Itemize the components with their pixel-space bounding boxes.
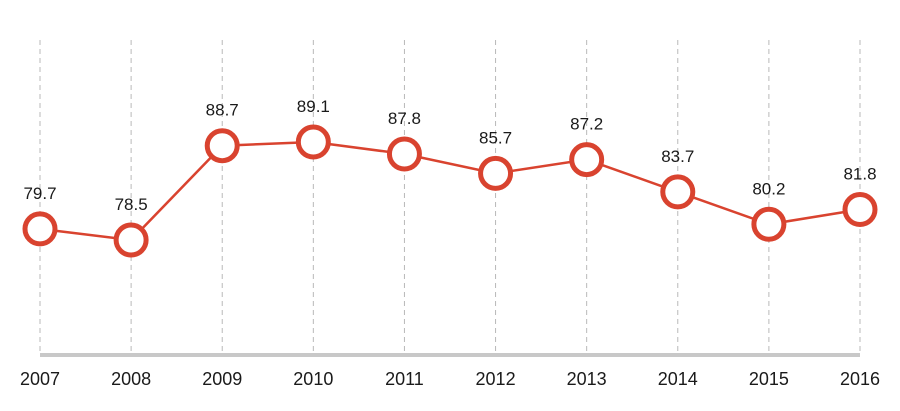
- data-point-2007: [22, 211, 58, 247]
- data-label-2014: 83.7: [661, 147, 694, 166]
- data-point-2008: [113, 222, 149, 258]
- x-tick-label-2015: 2015: [749, 369, 789, 389]
- data-label-2011: 87.8: [388, 109, 421, 128]
- x-tick-label-2011: 2011: [385, 369, 424, 389]
- x-axis-tick-labels: 2007 2008 2009 2010 2011 2012 2013 2014 2015 2016: [20, 369, 880, 389]
- data-point-2009: [204, 128, 240, 164]
- data-labels: 79.7 78.5 88.7 89.1 87.8 85.7 87.2 83.7 80.2 81.8: [23, 97, 876, 214]
- data-point-2012: [478, 155, 514, 191]
- data-point-2013: [569, 142, 605, 178]
- data-label-2016: 81.8: [843, 164, 876, 183]
- data-point-2014: [660, 174, 696, 210]
- data-label-2013: 87.2: [570, 115, 603, 134]
- x-tick-label-2010: 2010: [293, 369, 333, 389]
- x-tick-label-2016: 2016: [840, 369, 880, 389]
- x-tick-label-2008: 2008: [111, 369, 151, 389]
- data-point-2011: [386, 136, 422, 172]
- x-tick-label-2007: 2007: [20, 369, 60, 389]
- series-line: [39, 140, 861, 242]
- series-markers: [22, 124, 878, 258]
- data-label-2009: 88.7: [206, 101, 239, 120]
- data-point-2015: [751, 206, 787, 242]
- x-tick-label-2013: 2013: [567, 369, 607, 389]
- vertical-gridlines: [39, 40, 861, 355]
- data-label-2012: 85.7: [479, 128, 512, 147]
- x-tick-label-2014: 2014: [658, 369, 698, 389]
- data-point-2016: [842, 191, 878, 227]
- x-tick-label-2009: 2009: [202, 369, 242, 389]
- x-tick-label-2012: 2012: [476, 369, 516, 389]
- data-label-2015: 80.2: [752, 179, 785, 198]
- data-label-2008: 78.5: [115, 195, 148, 214]
- data-point-2010: [295, 124, 331, 160]
- data-label-2010: 89.1: [297, 97, 330, 116]
- data-label-2007: 79.7: [23, 184, 56, 203]
